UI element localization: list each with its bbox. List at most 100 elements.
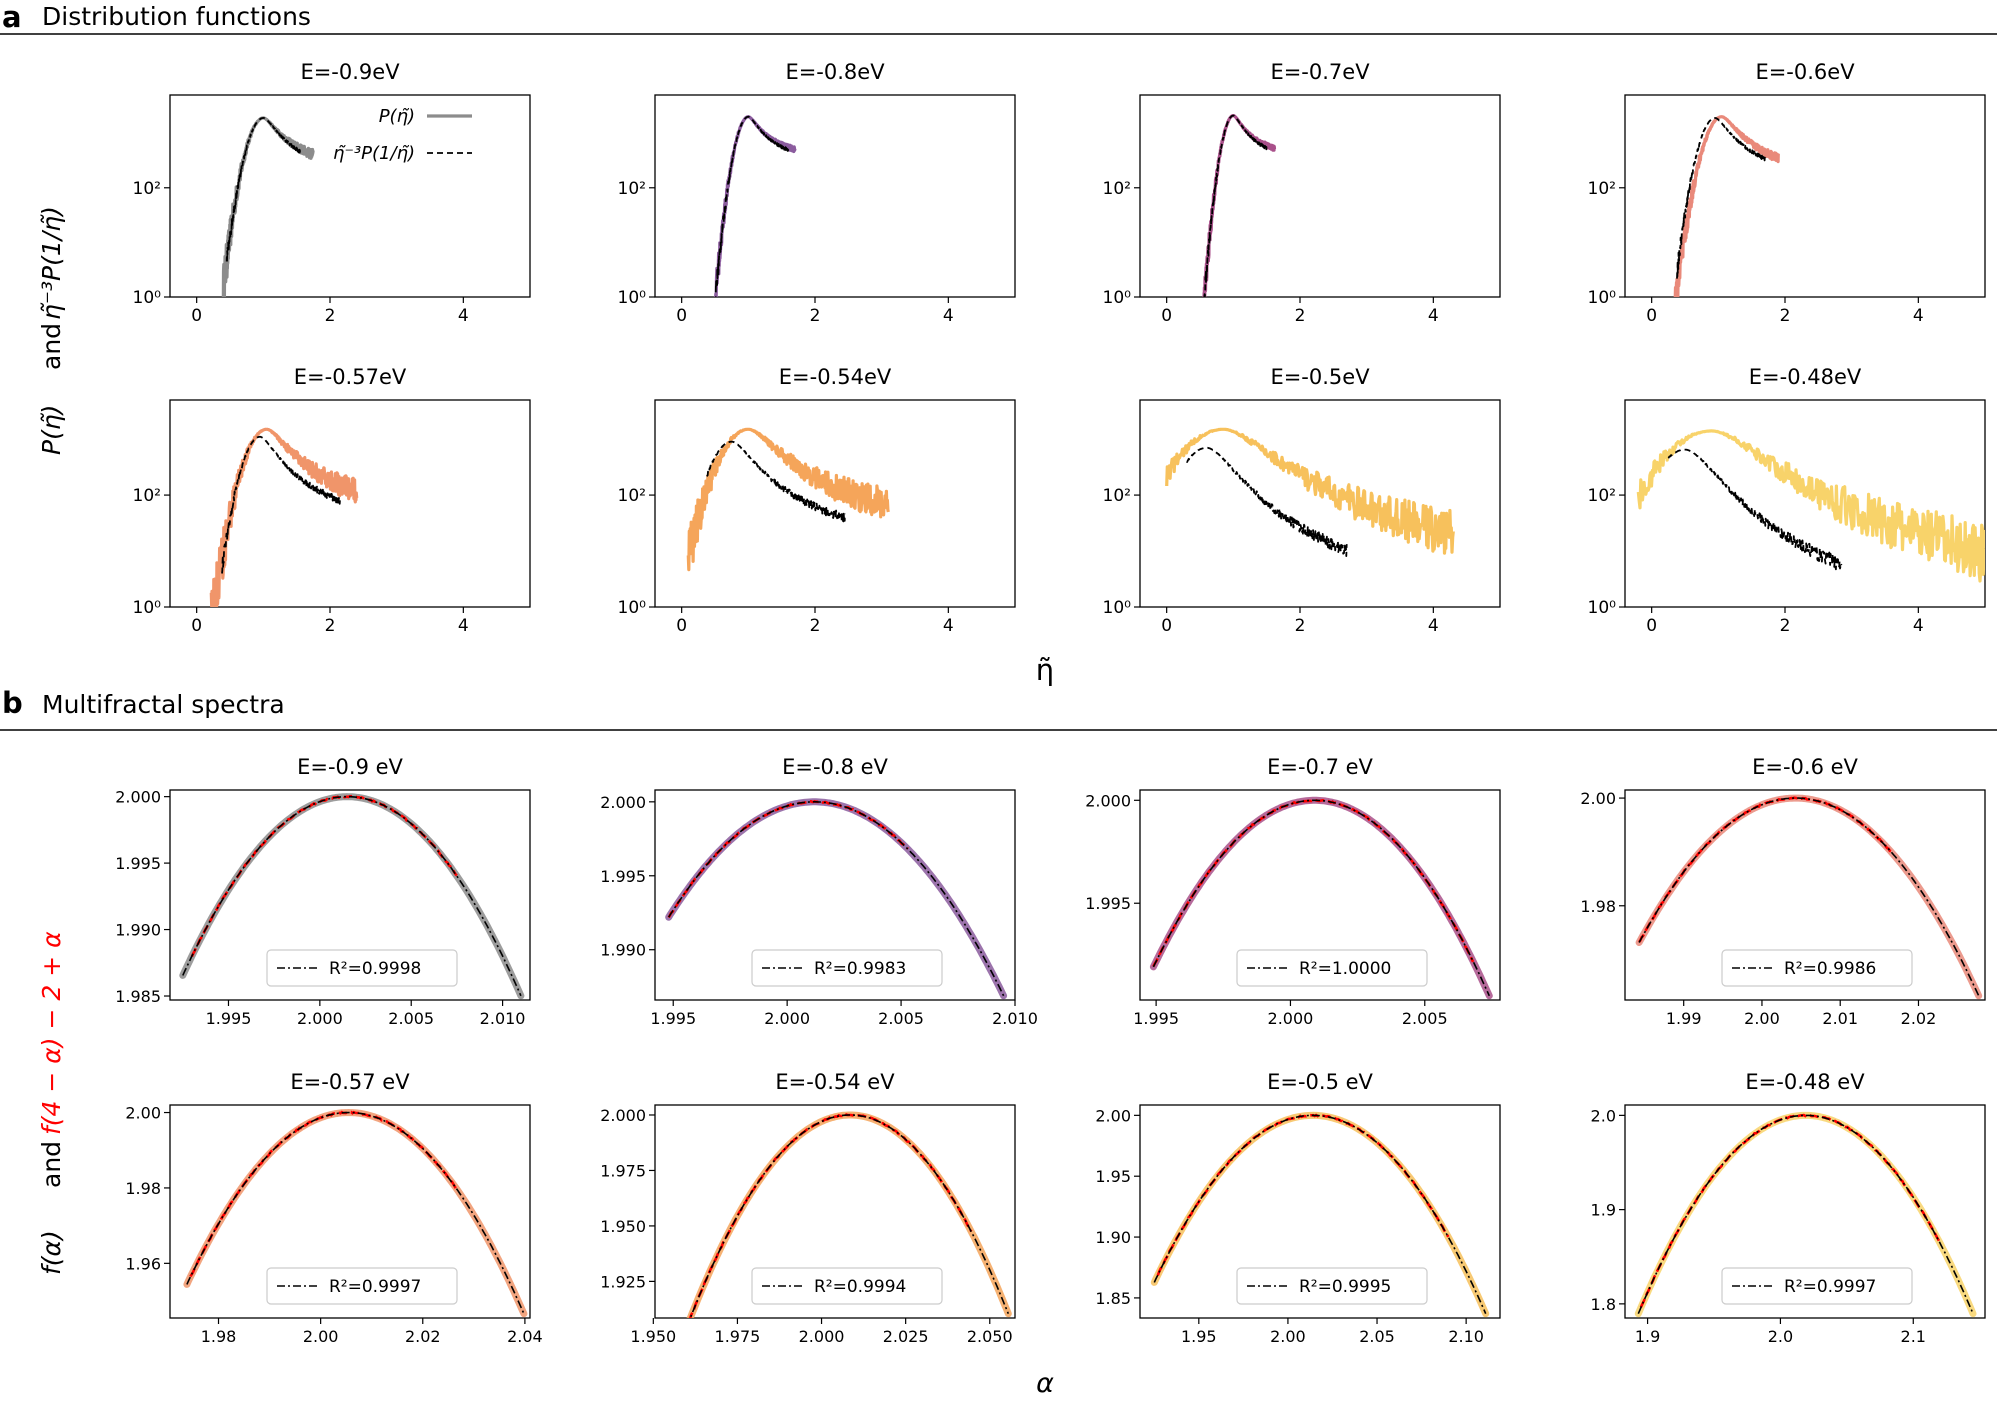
panel-a-ylabel: P(η̃) and η̃⁻³P(1/η̃) (37, 206, 66, 455)
y-tick-label: 2.00 (125, 1104, 161, 1123)
subplots: E=-0.9eV 0 2 4 10⁰ 10² P(η̃) η̃⁻³P(1/η̃) E=-0.8e… (115, 60, 1986, 1346)
fit-legend: R²=0.9995 (1236, 1267, 1428, 1305)
x-tick-label: 2.000 (799, 1327, 845, 1346)
panel-a-header: a Distribution functions (0, 0, 1997, 35)
plot-area (1636, 429, 1985, 583)
axes-frame (654, 94, 1016, 298)
legend-box (1236, 949, 1428, 987)
x-tick-label: 1.950 (630, 1327, 676, 1346)
plot-area (179, 793, 525, 1000)
panel-b-ylabel-bottom: f(α) (37, 1230, 66, 1275)
spectrum-f-line (686, 1111, 1012, 1318)
legend-label: η̃⁻³P(1/η̃) (333, 143, 415, 164)
spectrum-mirror-line (667, 799, 909, 919)
x-tick-label: 2.00 (1270, 1327, 1306, 1346)
x-tick-label: 4 (1428, 306, 1439, 326)
axes-frame (1139, 1104, 1501, 1319)
series-mirror-line (714, 115, 790, 297)
x-tick-label: 4 (1913, 616, 1924, 636)
subplot-b-1: E=-0.8 eV 1.995 2.000 2.005 2.010 1.990 1.995 2… (600, 755, 1038, 1028)
subplot-a-1: E=-0.8eV 0 2 4 10⁰ 10² (618, 60, 1016, 326)
fit-legend: R²=1.0000 (1236, 949, 1428, 987)
x-tick-label: 1.995 (650, 1009, 696, 1028)
x-tick-label: 2.05 (1359, 1327, 1395, 1346)
y-tick-label: 1.950 (600, 1217, 646, 1236)
plot-area (1673, 115, 1780, 297)
y-tick-label: 1.9 (1591, 1201, 1616, 1220)
fit-legend: R²=0.9998 (266, 949, 458, 987)
panel-a-ylabel-and: and (37, 323, 66, 370)
x-tick-label: 2 (1780, 616, 1791, 636)
subplot-title: E=-0.7 eV (1267, 755, 1373, 779)
panel-a-xlabel: η̃ (1036, 653, 1054, 687)
y-tick-label: 2.000 (600, 793, 646, 812)
subplot-title: E=-0.6 eV (1752, 755, 1858, 779)
subplot-title: E=-0.8eV (785, 60, 885, 84)
x-tick-label: 2.04 (507, 1327, 543, 1346)
subplot-a-3: E=-0.6eV 0 2 4 10⁰ 10² (1588, 60, 1986, 326)
subplot-title: E=-0.8 eV (782, 755, 888, 779)
legend-label: R²=1.0000 (1299, 959, 1391, 979)
fit-legend: R²=0.9983 (751, 949, 943, 987)
subplot-title: E=-0.7eV (1270, 60, 1370, 84)
x-tick-label: 1.98 (201, 1327, 237, 1346)
series-mirror-line (225, 117, 301, 264)
plot-area (1202, 113, 1277, 297)
x-tick-label: 0 (1646, 306, 1657, 326)
panel-b-title: Multifractal spectra (42, 690, 285, 719)
y-tick-label: 10⁰ (133, 598, 162, 618)
x-tick-label: 1.995 (1133, 1009, 1179, 1028)
x-tick-label: 0 (1646, 616, 1657, 636)
subplot-b-0: E=-0.9 eV 1.995 2.000 2.005 2.010 1.985 1.990 1… (115, 755, 531, 1028)
panel-a-ylabel-top: η̃⁻³P(1/η̃) (37, 206, 66, 320)
plot-area (183, 1108, 528, 1318)
spectrum-fit-line (668, 800, 1005, 997)
x-tick-label: 0 (1161, 616, 1172, 636)
fit-legend: R²=0.9986 (1721, 949, 1913, 987)
axes-frame (1624, 94, 1986, 298)
x-tick-label: 2.1 (1901, 1327, 1926, 1346)
series-p-line (221, 116, 315, 297)
x-tick-label: 2.0 (1768, 1327, 1793, 1346)
x-tick-label: 0 (191, 306, 202, 326)
x-tick-label: 2 (325, 306, 336, 326)
x-tick-label: 2.02 (1901, 1009, 1937, 1028)
series-p-line (209, 427, 359, 607)
subplot-a-7: E=-0.48eV 0 2 4 10⁰ 10² (1588, 365, 1986, 636)
legend-box (751, 949, 943, 987)
panel-b-ylabel: f(α) and f(4 − α) − 2 + α (37, 931, 66, 1275)
axes-frame (1139, 399, 1501, 608)
y-tick-label: 2.00 (1580, 789, 1616, 808)
y-tick-label: 1.995 (600, 867, 646, 886)
y-tick-label: 1.995 (115, 854, 161, 873)
x-tick-label: 2 (1295, 616, 1306, 636)
panel-a-ylabel-bottom: P(η̃) (37, 405, 66, 455)
x-tick-label: 2.005 (878, 1009, 924, 1028)
subplot-title: E=-0.6eV (1755, 60, 1855, 84)
y-tick-label: 10² (1103, 486, 1131, 506)
series-mirror-line (221, 435, 341, 574)
y-tick-label: 2.000 (600, 1106, 646, 1125)
axes-frame (1624, 399, 1986, 608)
legend-label: R²=0.9997 (329, 1277, 421, 1297)
spectrum-fit-line (1638, 797, 1980, 997)
x-tick-label: 2.000 (297, 1009, 343, 1028)
axes-frame (169, 399, 531, 608)
subplot-a-2: E=-0.7eV 0 2 4 10⁰ 10² (1103, 60, 1501, 326)
y-tick-label: 10² (133, 486, 161, 506)
plot-area (1165, 427, 1455, 557)
subplot-a-6: E=-0.5eV 0 2 4 10⁰ 10² (1103, 365, 1501, 636)
x-tick-label: 0 (676, 616, 687, 636)
subplot-b-6: E=-0.5 eV 1.95 2.00 2.05 2.10 1.85 1.90 1.95 2.0… (1095, 1070, 1501, 1346)
y-tick-label: 10² (1588, 486, 1616, 506)
x-tick-label: 2.005 (388, 1009, 434, 1028)
x-tick-label: 4 (1913, 306, 1924, 326)
subplot-b-7: E=-0.48 eV 1.9 2.0 2.1 1.8 1.9 2.0 R²=0.9997 (1591, 1070, 1986, 1346)
spectrum-fit-line (186, 1111, 525, 1315)
subplot-title: E=-0.48eV (1749, 365, 1862, 389)
series-mirror-line (1676, 117, 1766, 279)
x-tick-label: 2.10 (1448, 1327, 1484, 1346)
y-tick-label: 1.90 (1095, 1228, 1131, 1247)
x-tick-label: 2 (810, 616, 821, 636)
series-mirror-line (706, 440, 846, 523)
